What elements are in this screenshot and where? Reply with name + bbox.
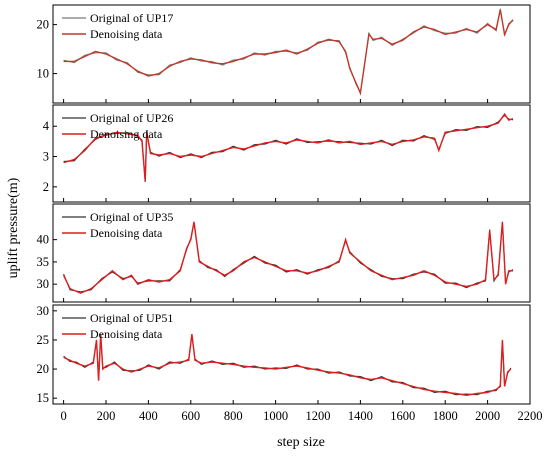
- panel-3: 30 35 40 Original of UP35 Denoising data: [37, 203, 531, 303]
- panel-frame: [52, 104, 531, 203]
- y-tick-label: 4: [43, 119, 50, 133]
- legend-label: Denoising data: [90, 327, 163, 341]
- x-tick-label: 1600: [390, 409, 415, 423]
- x-tick-label: 0: [60, 409, 66, 423]
- series-original-line: [63, 114, 514, 183]
- y-tick-label: 15: [37, 391, 50, 405]
- legend-label: Original of UP51: [90, 311, 173, 325]
- x-tick-label: 200: [97, 409, 116, 423]
- x-tick-label: 2000: [475, 409, 500, 423]
- x-tick-label: 400: [139, 409, 158, 423]
- y-tick-label: 2: [43, 180, 49, 194]
- x-axis: 0 200 400 600 800 1000 1200 1400 1600 1800 2000 220…: [60, 409, 542, 423]
- x-tick-label: 1800: [433, 409, 458, 423]
- legend-label: Denoising data: [90, 27, 163, 41]
- panel-2: 2 3 4 Original of UP26 Denoising data: [43, 104, 531, 203]
- y-tick-label: 30: [37, 304, 50, 318]
- y-tick-label: 40: [37, 233, 50, 247]
- y-tick-label: 20: [37, 18, 50, 32]
- panel-1: 10 20 Original of UP17 Denoising data: [37, 4, 531, 104]
- series-denoised-line: [63, 9, 514, 96]
- y-tick-label: 20: [37, 362, 50, 376]
- panel-frame: [52, 203, 531, 303]
- y-tick-label: 35: [37, 255, 50, 269]
- x-tick-label: 1400: [348, 409, 373, 423]
- x-tick-label: 1200: [306, 409, 331, 423]
- legend-label: Denoising data: [90, 226, 163, 240]
- chart-panels: 10 20 Original of UP17 Denoising data 2 3 4 Ori…: [37, 4, 531, 405]
- panel-4: 15 20 25 30 Original of UP51 Denoising data: [37, 304, 531, 405]
- legend-label: Denoising data: [90, 127, 163, 141]
- panel-frame: [52, 304, 531, 405]
- y-tick-label: 3: [43, 150, 49, 164]
- x-tick-label: 1000: [263, 409, 288, 423]
- series-denoised-line: [63, 112, 514, 181]
- legend-label: Original of UP35: [90, 210, 173, 224]
- x-tick-label: 2200: [518, 409, 543, 423]
- y-tick-label: 30: [37, 277, 50, 291]
- y-tick-label: 10: [37, 67, 50, 81]
- y-tick-label: 25: [37, 333, 50, 347]
- legend-label: Original of UP17: [90, 11, 173, 25]
- legend-label: Original of UP26: [90, 111, 173, 125]
- series-original-line: [63, 335, 512, 396]
- series-denoised-line: [62, 221, 513, 294]
- panel-frame: [52, 4, 531, 104]
- x-axis-label: step size: [277, 435, 325, 450]
- y-axis-label: uplift pressure(m): [6, 177, 21, 278]
- series-denoised-line: [63, 334, 512, 397]
- x-tick-label: 600: [181, 409, 200, 423]
- x-tick-label: 800: [224, 409, 243, 423]
